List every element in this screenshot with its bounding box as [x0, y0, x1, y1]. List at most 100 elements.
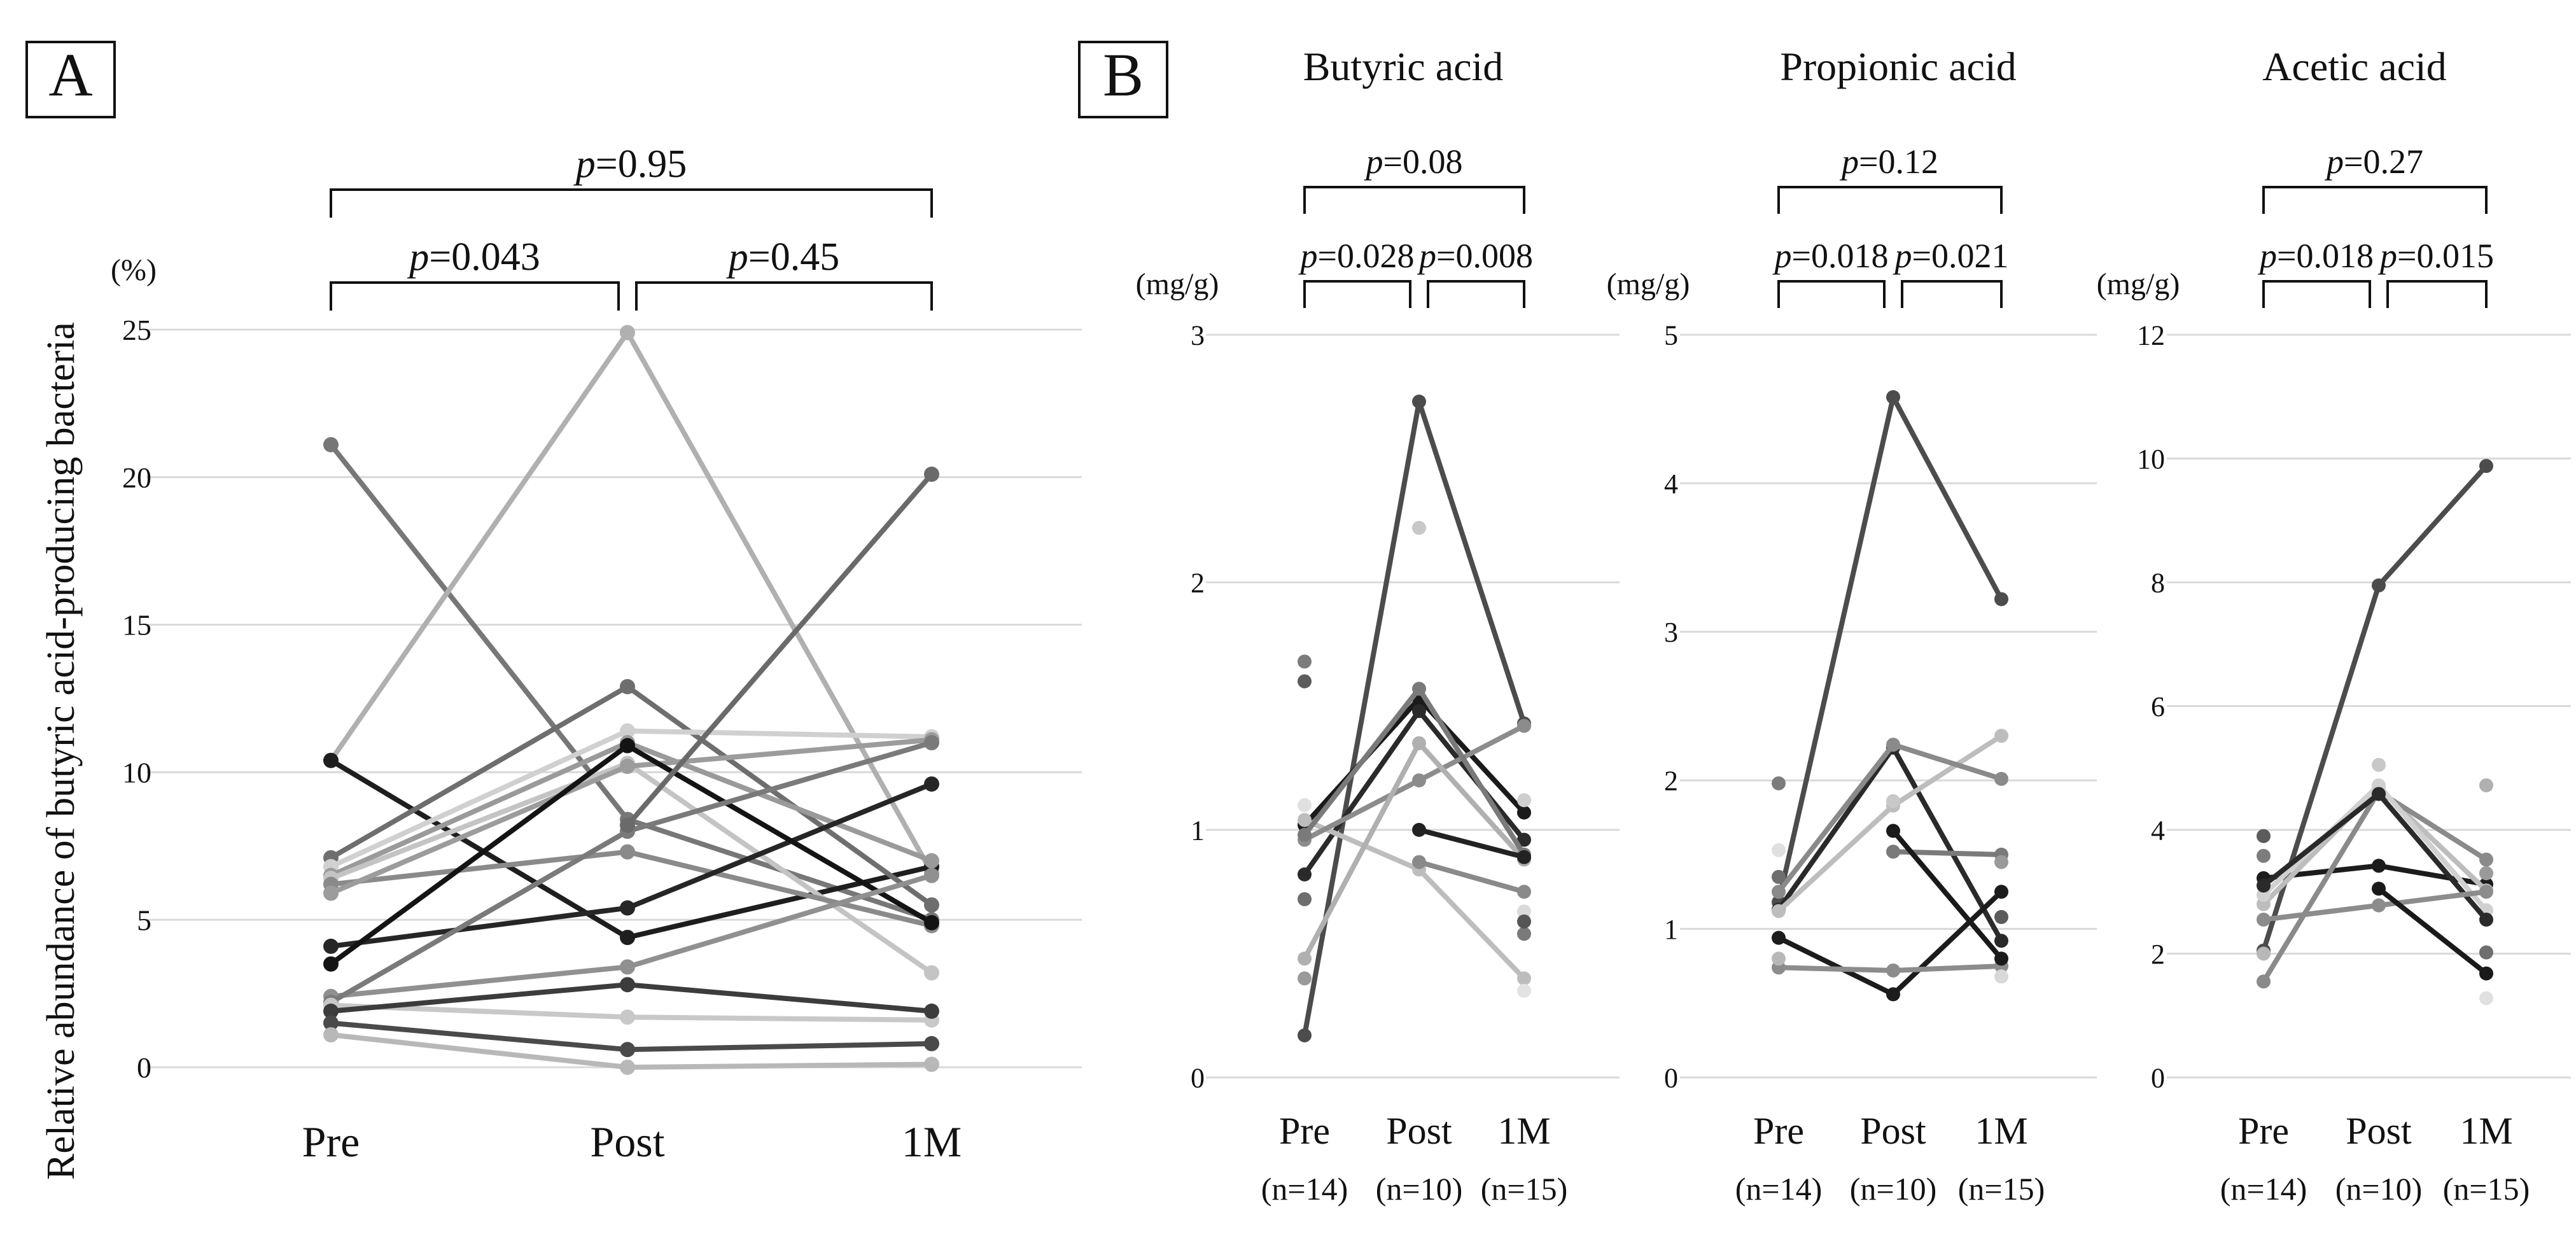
- data-point: [1517, 927, 1531, 941]
- data-point: [2257, 946, 2271, 961]
- data-point: [2479, 945, 2493, 960]
- series-line-segment: [625, 1014, 934, 1023]
- series-line-segment: [1302, 817, 1422, 873]
- x-category-label: Pre: [302, 1118, 360, 1166]
- data-point: [620, 678, 635, 694]
- x-category-label: Post: [1386, 1110, 1452, 1152]
- series-line-segment: [1776, 965, 1896, 973]
- y-tick-label: 0: [1191, 1062, 1205, 1093]
- y-tick-label: 4: [1664, 468, 1678, 500]
- series-line-segment: [625, 330, 934, 876]
- y-tick-label: 10: [122, 757, 151, 789]
- series-line-segment: [328, 740, 630, 878]
- series-line-segment: [1891, 828, 2004, 962]
- data-point: [2257, 974, 2271, 989]
- data-point: [2479, 459, 2493, 473]
- data-point: [323, 938, 339, 954]
- data-point: [2372, 881, 2386, 896]
- data-point: [1298, 867, 1312, 882]
- x-category-sublabel: (n=15): [1958, 1171, 2045, 1207]
- significance-bracket: [1777, 280, 1886, 308]
- data-point: [924, 867, 939, 883]
- data-point: [620, 977, 635, 993]
- panel-b-box: [1078, 41, 1168, 118]
- data-point: [1886, 738, 1900, 752]
- series-line-segment: [625, 864, 934, 941]
- series-line-segment: [625, 472, 934, 828]
- data-point: [2479, 991, 2493, 1006]
- series-line-segment: [1417, 399, 1527, 726]
- data-point: [620, 844, 635, 860]
- series-line-segment: [1302, 778, 1422, 843]
- panel-b-label: B: [1103, 41, 1144, 109]
- data-point: [1994, 969, 2008, 984]
- significance-bracket: [2262, 186, 2488, 214]
- panel-a-box: [25, 41, 116, 118]
- data-point: [1412, 395, 1426, 409]
- data-point: [1517, 914, 1531, 929]
- significance-bracket: [330, 188, 933, 218]
- chart-b-acetic: Acetic acid (mg/g) 0 2 4 6 8 10 12 Pre (n=14) Pos…: [2097, 44, 2571, 1207]
- x-category-sublabel: (n=14): [1735, 1171, 1823, 1207]
- data-point: [323, 885, 339, 901]
- data-point: [1517, 885, 1531, 899]
- significance-bracket: [635, 281, 933, 311]
- y-tick-label: 2: [1664, 766, 1678, 797]
- unit-label: (mg/g): [1136, 267, 1219, 301]
- series-line-segment: [2376, 886, 2489, 976]
- data-point: [1772, 885, 1786, 899]
- chart-title: Propionic acid: [1780, 44, 2016, 89]
- p-value-label: p=0.008: [1417, 237, 1533, 275]
- x-category-sublabel: (n=10): [1376, 1171, 1463, 1207]
- significance-bracket: [2262, 280, 2371, 308]
- series-line-segment: [625, 728, 934, 740]
- p-value-label: p=0.018: [1772, 237, 1889, 275]
- p-value-label: p=0.12: [1839, 143, 1938, 181]
- x-category-sublabel: (n=14): [2220, 1171, 2307, 1207]
- data-point: [1772, 930, 1786, 945]
- series-line-segment: [625, 982, 934, 1014]
- data-point: [1772, 904, 1786, 918]
- data-point: [323, 752, 339, 768]
- series-line-segment: [1417, 827, 1527, 860]
- x-category-sublabel: (n=15): [1481, 1171, 1568, 1207]
- chart-a-butyrate-bacteria: Relative abundance of butyric acid-produ…: [39, 143, 1082, 1180]
- series-line-segment: [328, 1032, 630, 1070]
- data-point: [1994, 934, 2008, 948]
- data-point: [1517, 850, 1531, 864]
- data-point: [1412, 823, 1426, 837]
- y-tick-label: 20: [122, 461, 151, 494]
- data-point: [323, 1027, 339, 1043]
- series-line-segment: [1302, 399, 1422, 1038]
- data-point: [1517, 719, 1531, 733]
- series-line-segment: [2261, 582, 2381, 953]
- x-category-label: Pre: [1279, 1110, 1330, 1152]
- significance-bracket: [1427, 280, 1525, 308]
- data-point: [924, 1035, 939, 1051]
- data-point: [620, 723, 635, 739]
- series-line-segment: [625, 740, 934, 834]
- data-point: [1772, 776, 1786, 790]
- series-line-segment: [625, 684, 934, 908]
- series-line-segment: [625, 737, 934, 769]
- data-point: [2479, 778, 2493, 792]
- x-category-label: 1M: [902, 1118, 962, 1166]
- data-point: [2372, 757, 2386, 772]
- y-tick-label: 0: [137, 1051, 151, 1084]
- data-point: [2372, 787, 2386, 801]
- unit-label: (mg/g): [2097, 267, 2180, 301]
- data-point: [620, 325, 635, 340]
- data-point: [1412, 521, 1426, 535]
- x-category-label: Post: [1860, 1110, 1926, 1152]
- data-point: [2372, 578, 2386, 592]
- data-point: [620, 959, 635, 975]
- data-point: [1298, 798, 1312, 813]
- series-line-segment: [2376, 791, 2489, 923]
- chart-b-butyric: Butyric acid (mg/g) 0 1 2 3 Pre (n=14) Post (n=…: [1136, 44, 1620, 1207]
- series-line-segment: [1891, 395, 2004, 602]
- p-value-label: p=0.021: [1893, 237, 2009, 275]
- data-point: [323, 1003, 339, 1019]
- series-line-segment: [328, 982, 630, 1014]
- data-point: [1994, 909, 2008, 924]
